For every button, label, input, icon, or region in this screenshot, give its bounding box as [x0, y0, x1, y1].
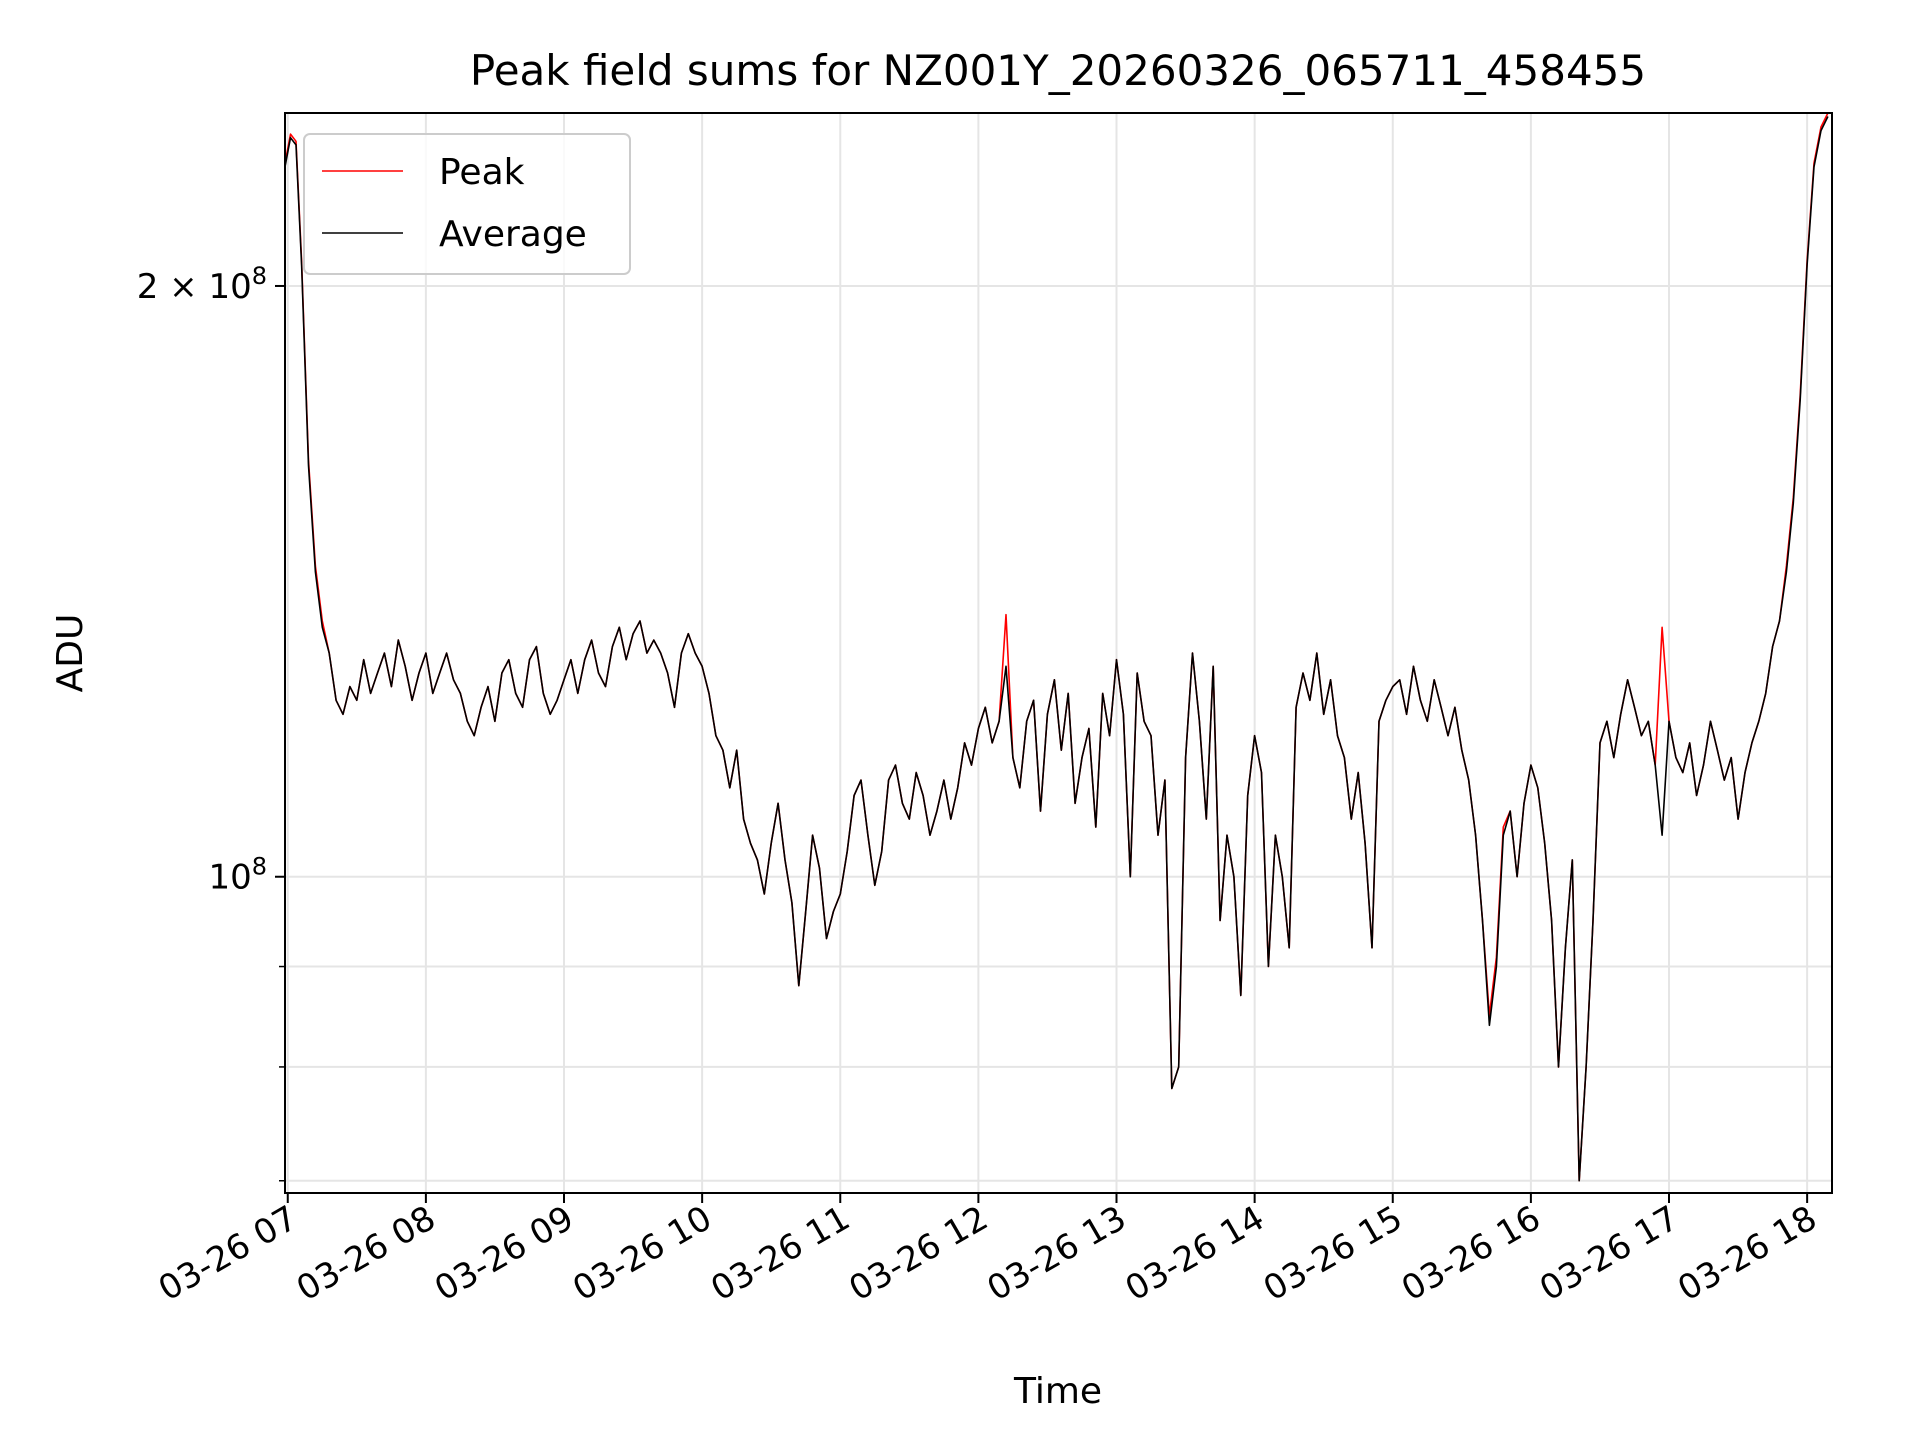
y-tick-label: 2 × 108 [137, 262, 267, 307]
y-tick-label: 108 [208, 853, 267, 898]
y-axis-label: ADU [50, 614, 91, 693]
series-line-average [284, 116, 1829, 1182]
legend-label-average: Average [439, 214, 587, 255]
y-axis: 108 2 × 108 [137, 262, 285, 1182]
grid [285, 113, 1832, 1193]
axes-frame [284, 112, 1833, 1194]
chart-title: Peak field sums for NZ001Y_20260326_0657… [470, 46, 1646, 95]
legend-label-peak: Peak [439, 152, 525, 193]
legend-box [303, 133, 631, 275]
x-axis-label: Time [1013, 1371, 1102, 1412]
series-layer [284, 112, 1829, 1182]
legend: Peak Average [303, 133, 631, 275]
